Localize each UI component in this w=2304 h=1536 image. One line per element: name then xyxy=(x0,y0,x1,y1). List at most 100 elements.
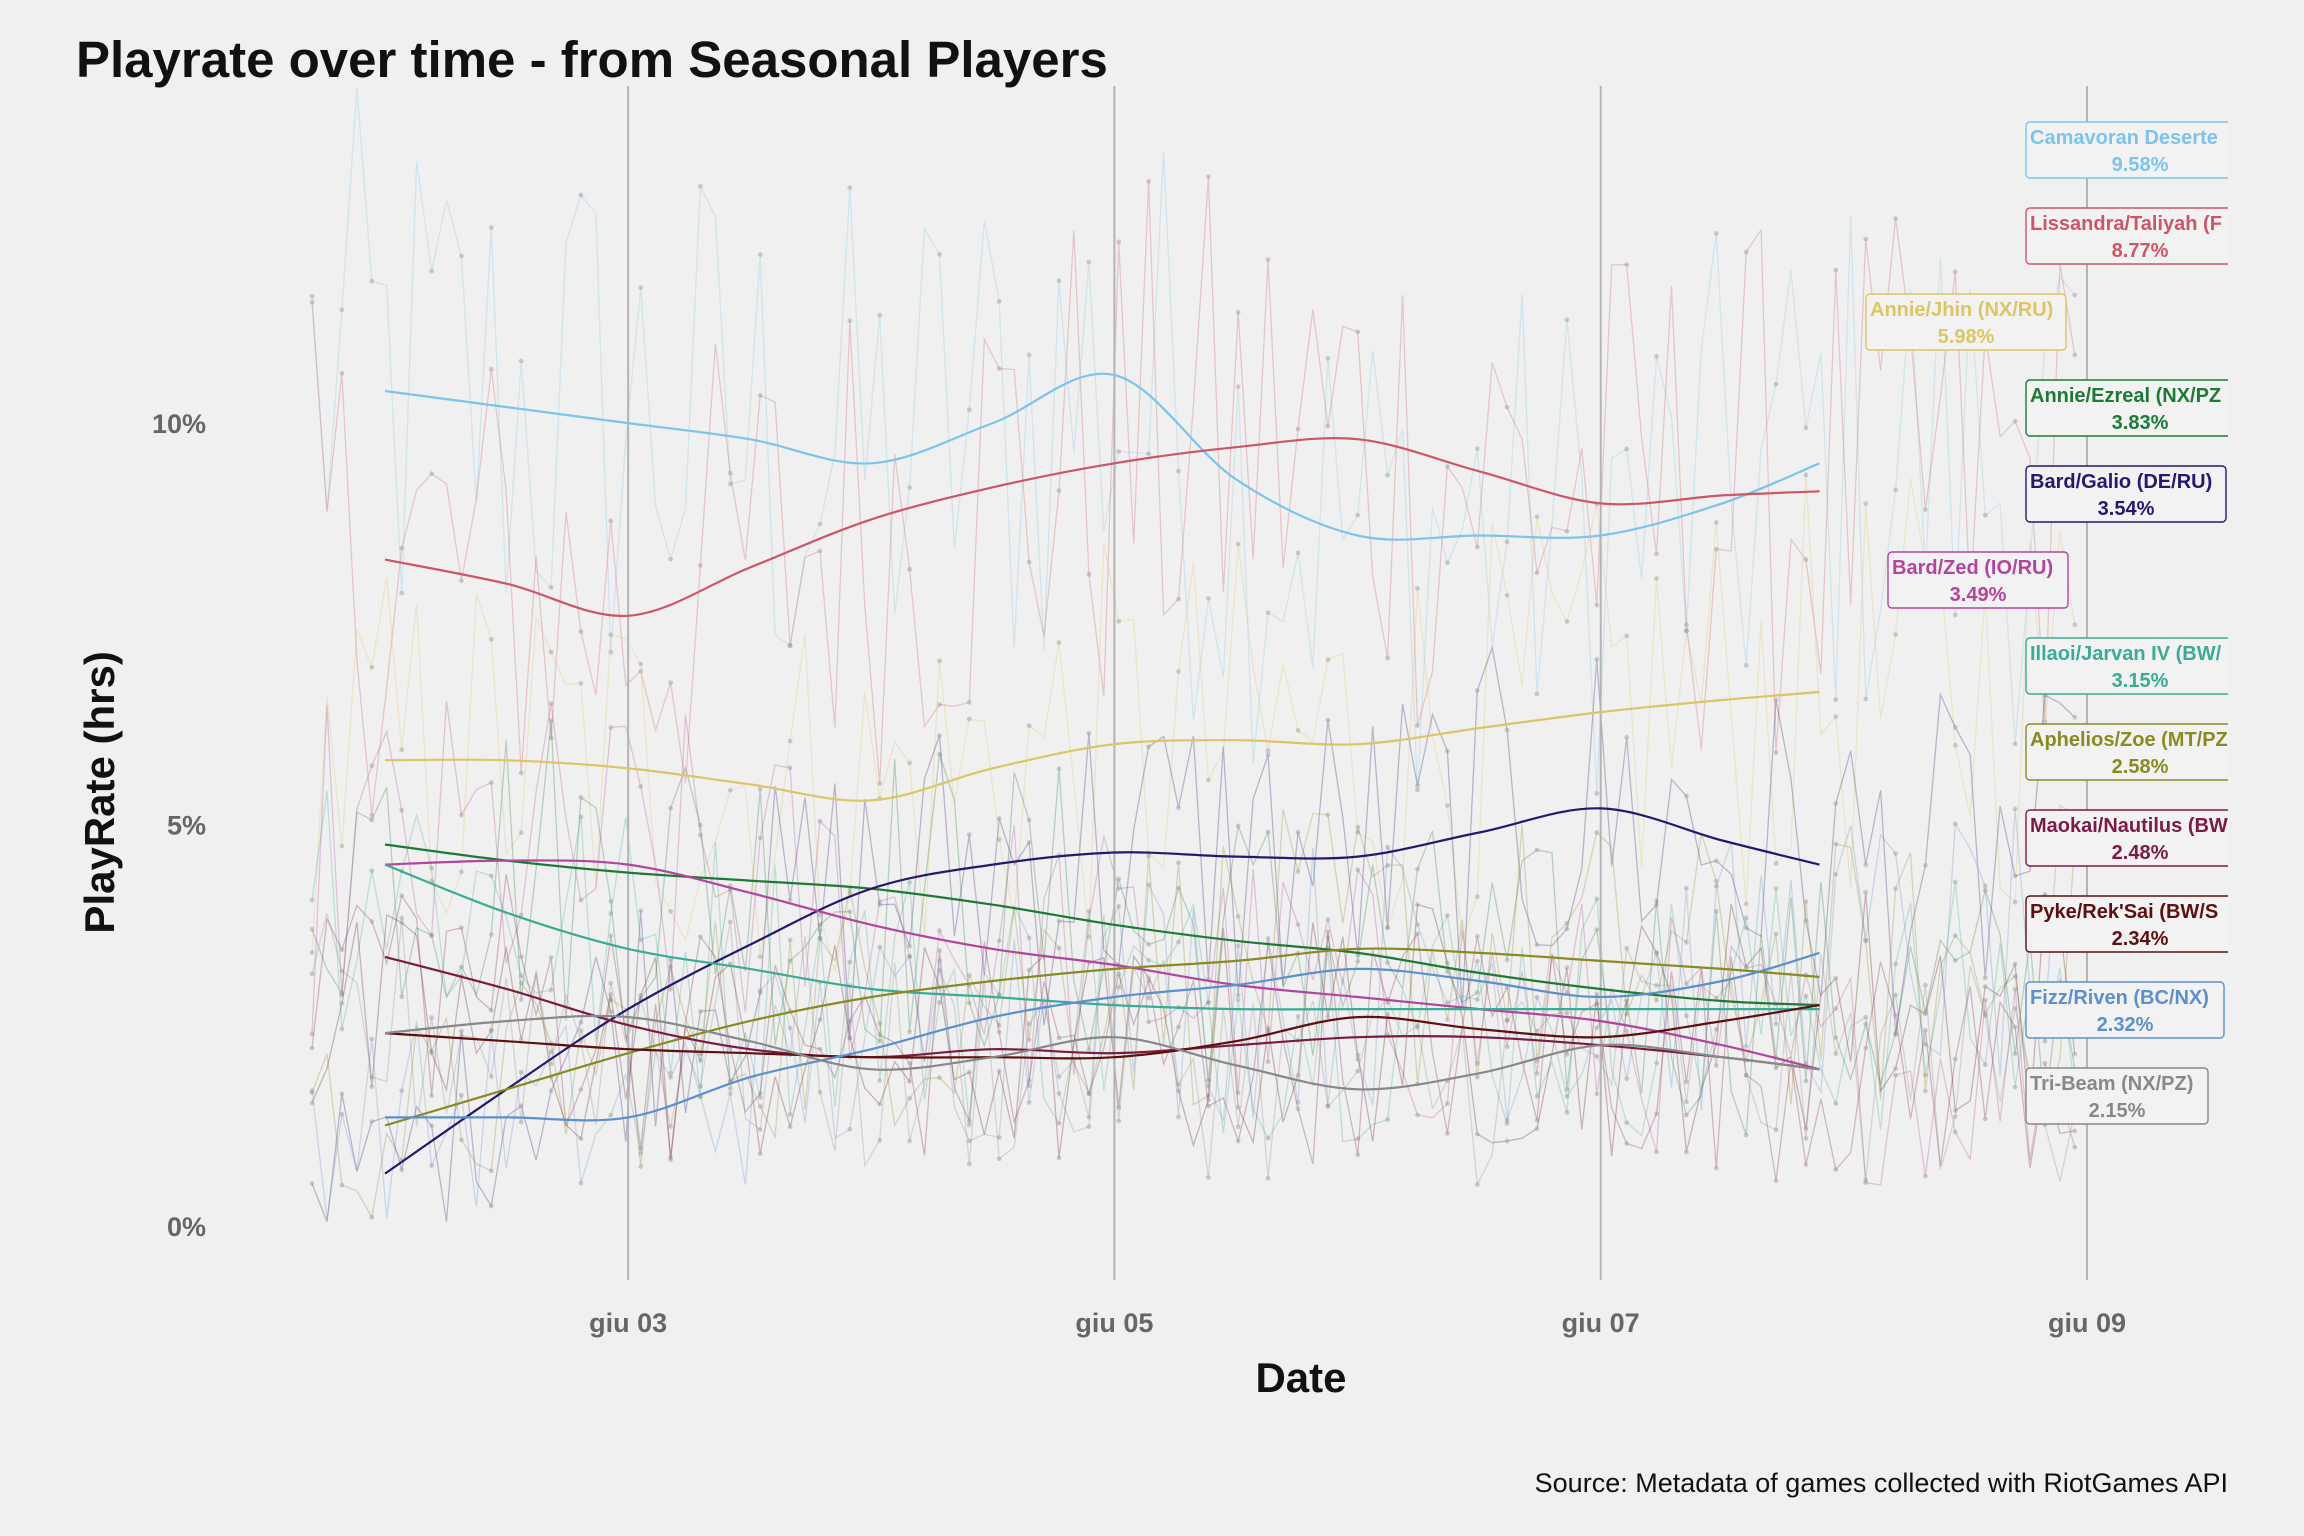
raw-point xyxy=(608,911,614,916)
raw-point xyxy=(1474,990,1480,995)
raw-point xyxy=(369,1036,375,1042)
raw-point xyxy=(2072,352,2078,358)
raw-point xyxy=(937,1075,942,1081)
raw-point xyxy=(727,919,733,925)
raw-point xyxy=(1116,876,1122,882)
raw-point xyxy=(1564,965,1570,971)
raw-point xyxy=(638,1151,644,1156)
raw-point xyxy=(399,1088,405,1094)
raw-point xyxy=(1803,1136,1809,1141)
raw-point xyxy=(1624,1120,1630,1125)
raw-point xyxy=(1325,1104,1331,1109)
raw-point xyxy=(1863,1021,1869,1027)
raw-point xyxy=(399,1167,405,1173)
raw-point xyxy=(2042,1038,2048,1044)
raw-point xyxy=(1833,267,1839,273)
series-line xyxy=(384,955,1820,1071)
raw-point xyxy=(1325,356,1331,361)
raw-point xyxy=(1206,777,1211,783)
raw-point xyxy=(1265,936,1271,941)
raw-point xyxy=(1893,632,1898,637)
raw-point xyxy=(1265,1135,1271,1141)
raw-point xyxy=(1355,959,1361,964)
series-label-box xyxy=(2025,981,2225,1039)
raw-point xyxy=(1684,1112,1689,1118)
raw-point xyxy=(429,933,434,938)
raw-point xyxy=(1265,1059,1271,1065)
raw-point xyxy=(608,518,614,524)
raw-point xyxy=(638,992,644,998)
raw-point xyxy=(1146,978,1151,984)
raw-point xyxy=(1713,231,1719,236)
raw-point xyxy=(1325,917,1331,922)
raw-point xyxy=(1056,766,1062,772)
raw-point xyxy=(1086,572,1092,577)
raw-point xyxy=(488,780,494,786)
raw-point xyxy=(1295,1014,1301,1019)
raw-point xyxy=(966,1069,972,1075)
raw-point xyxy=(1684,628,1689,633)
raw-point xyxy=(1415,866,1420,872)
raw-point xyxy=(1534,514,1540,520)
raw-point xyxy=(817,548,823,554)
raw-point xyxy=(1265,257,1271,262)
raw-point xyxy=(1833,1006,1839,1011)
raw-point xyxy=(339,990,345,996)
raw-point xyxy=(907,953,912,959)
raw-point xyxy=(1713,878,1719,884)
raw-point xyxy=(1445,969,1450,974)
series-label: Tri-Beam (NX/PZ) 2.15% xyxy=(2025,1067,2209,1125)
raw-trace xyxy=(311,87,2076,794)
raw-point xyxy=(1445,1000,1450,1006)
raw-point xyxy=(1893,886,1898,891)
raw-point xyxy=(608,725,614,730)
raw-point xyxy=(1176,805,1181,811)
raw-point xyxy=(608,997,614,1003)
raw-point xyxy=(1713,1165,1719,1171)
raw-point xyxy=(1474,894,1480,900)
raw-point xyxy=(1564,920,1570,926)
raw-point xyxy=(1982,1011,1988,1016)
raw-point xyxy=(1086,1114,1092,1120)
raw-point xyxy=(907,1061,912,1066)
raw-point xyxy=(488,225,494,230)
raw-point xyxy=(1206,174,1211,180)
raw-point xyxy=(309,1031,315,1037)
raw-point xyxy=(1684,622,1689,628)
raw-point xyxy=(2012,1024,2018,1030)
raw-point xyxy=(399,994,405,1000)
raw-point xyxy=(638,937,644,943)
raw-point xyxy=(1206,596,1211,601)
raw-point xyxy=(1982,1116,1988,1122)
raw-point xyxy=(339,307,345,313)
raw-point xyxy=(1116,886,1122,891)
raw-point xyxy=(1265,1175,1271,1181)
raw-point xyxy=(1833,1101,1839,1106)
raw-point xyxy=(1206,1175,1211,1180)
raw-point xyxy=(817,818,823,824)
raw-point xyxy=(548,718,554,724)
raw-point xyxy=(429,1048,434,1054)
raw-point xyxy=(548,1088,554,1094)
series-label-box xyxy=(1887,551,2069,609)
raw-point xyxy=(668,964,673,969)
raw-point xyxy=(757,988,763,993)
raw-point xyxy=(907,1029,912,1035)
raw-point xyxy=(1982,997,1988,1003)
raw-point xyxy=(429,1015,434,1020)
raw-point xyxy=(1116,449,1122,454)
raw-point xyxy=(966,1161,972,1167)
raw-point xyxy=(1325,423,1331,429)
raw-point xyxy=(966,699,972,705)
raw-point xyxy=(1385,924,1390,930)
raw-point xyxy=(877,944,883,950)
raw-point xyxy=(1355,512,1361,518)
raw-point xyxy=(369,817,375,823)
raw-point xyxy=(1624,1012,1630,1017)
raw-point xyxy=(1803,918,1809,924)
raw-point xyxy=(1952,725,1958,730)
raw-point xyxy=(2012,1084,2018,1090)
raw-point xyxy=(1773,886,1779,892)
raw-point xyxy=(727,1086,733,1091)
raw-point xyxy=(1415,931,1420,936)
